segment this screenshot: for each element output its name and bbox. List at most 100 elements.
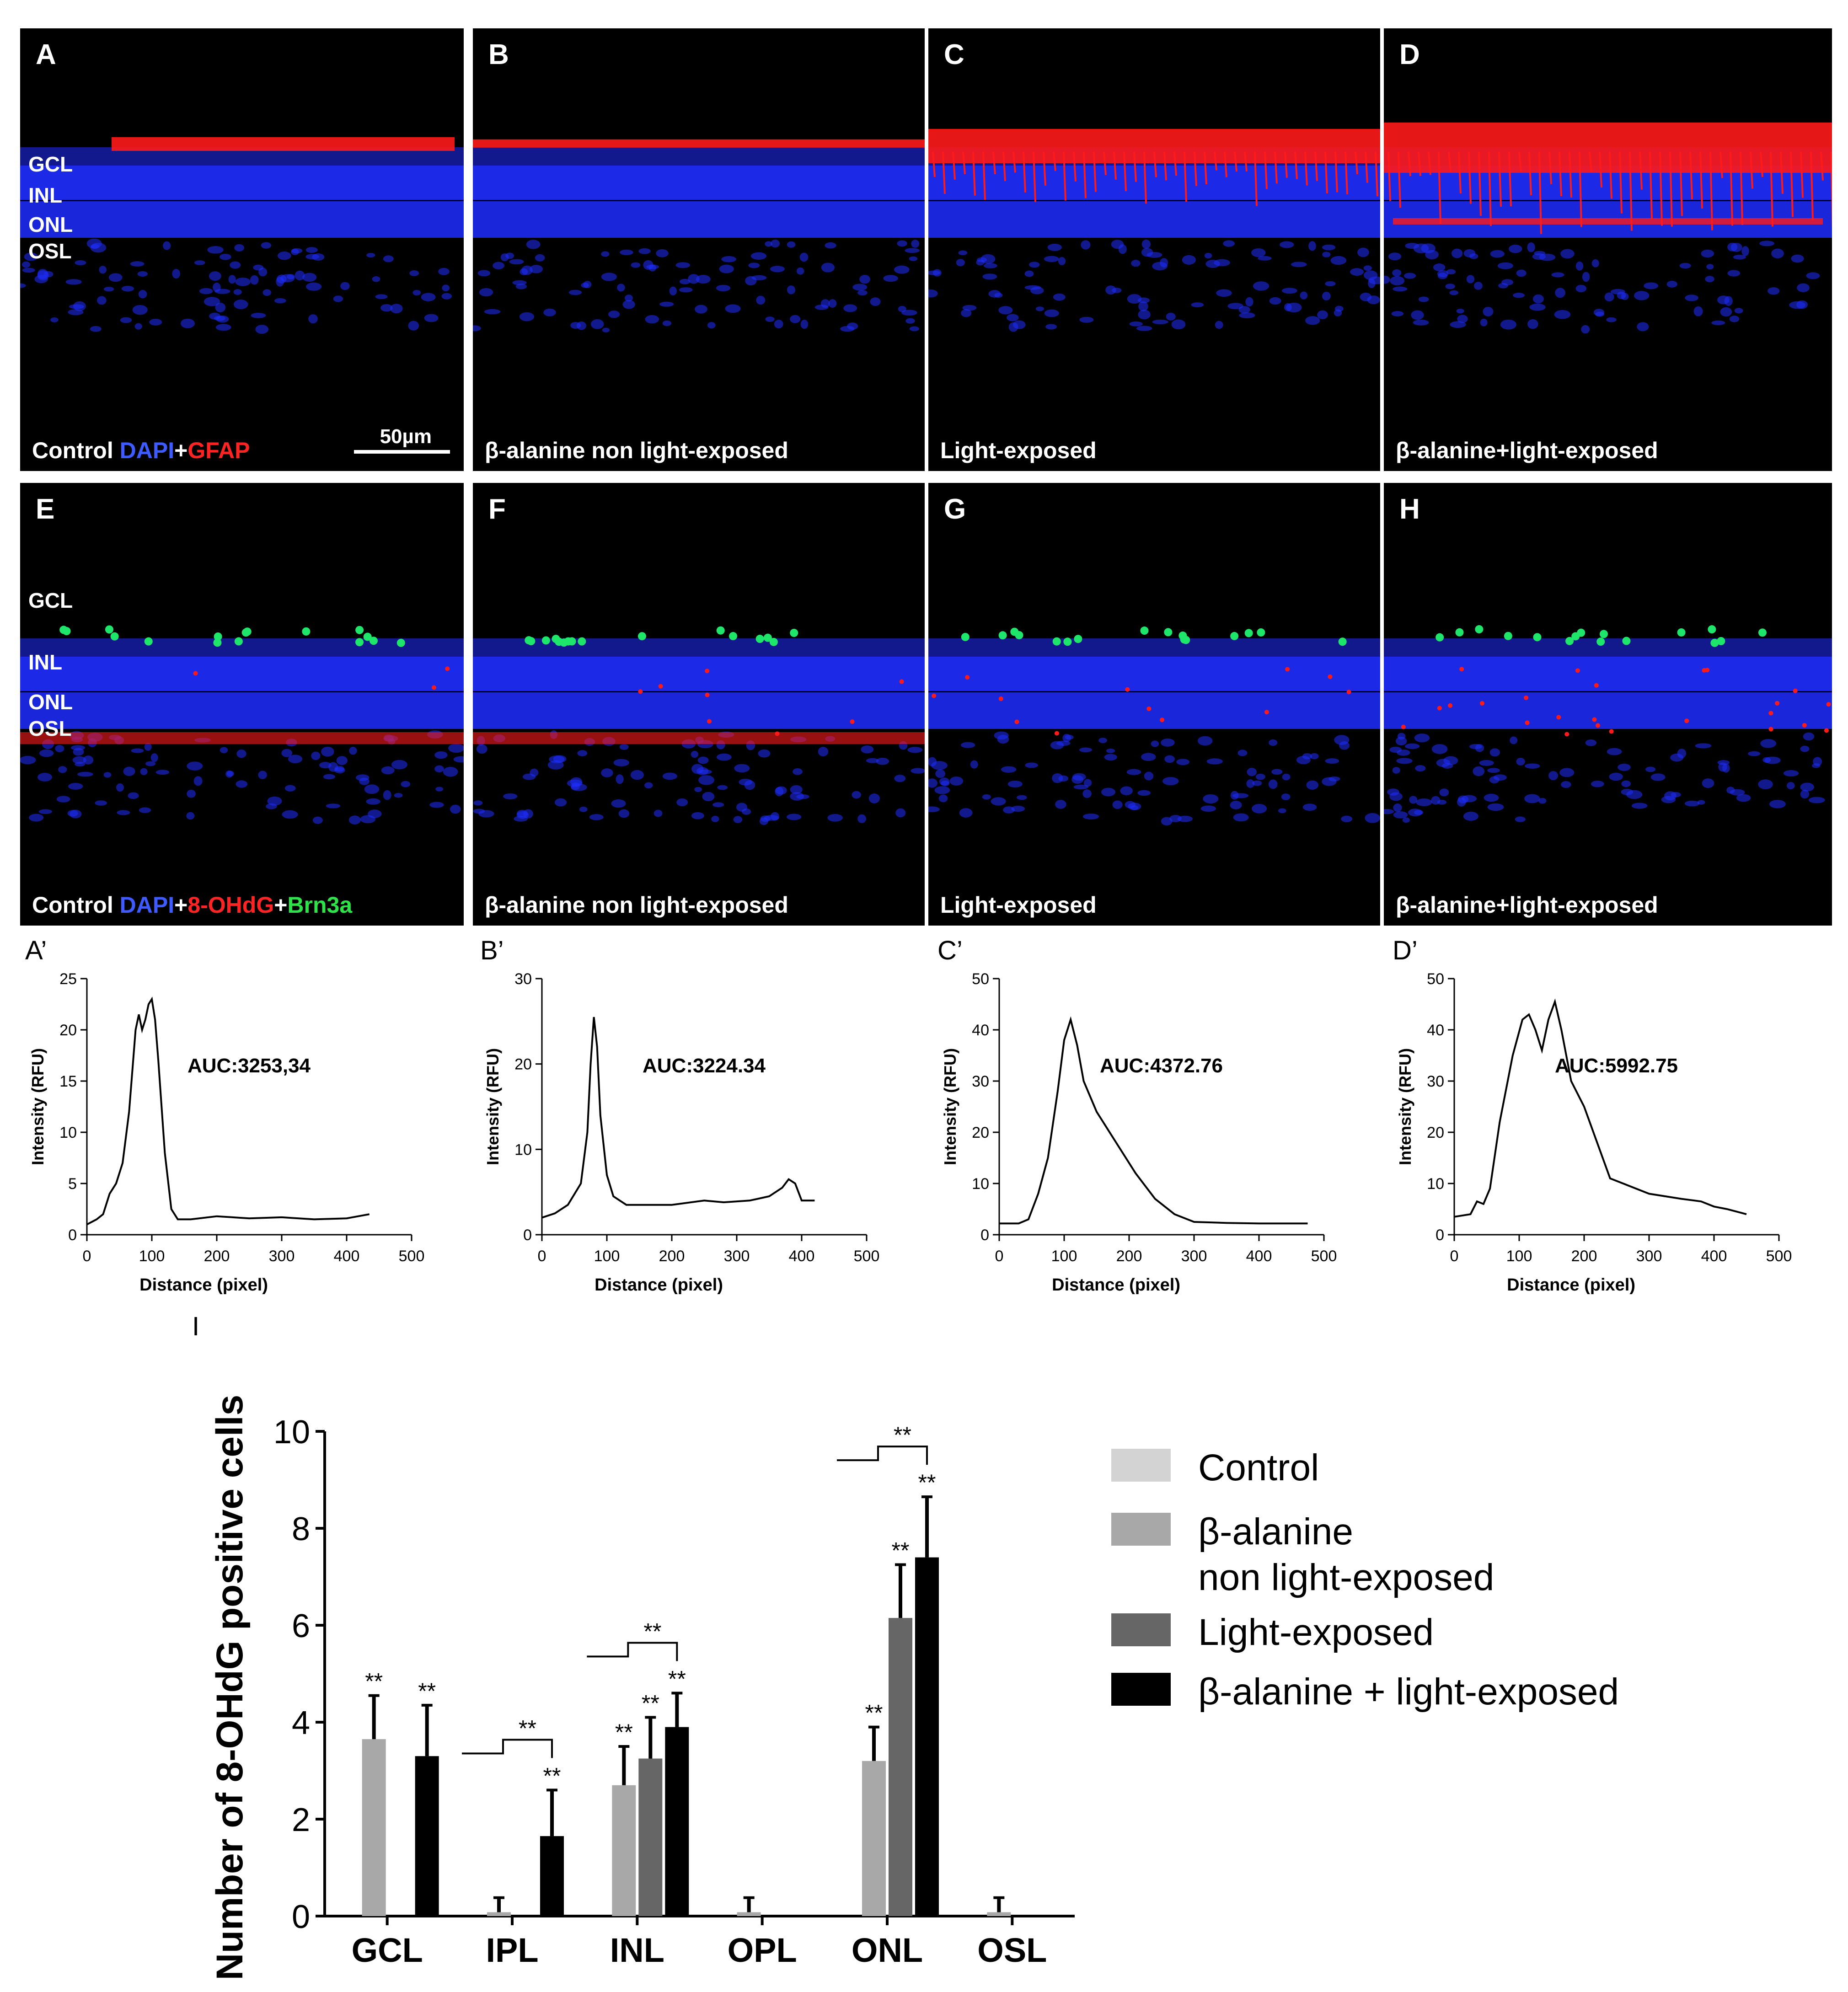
layer-label-gcl: GCL [28, 152, 73, 176]
intensity-line [86, 996, 370, 1226]
x-axis-label: Distance (pixel) [1052, 1275, 1180, 1295]
significance-mark: ** [668, 1666, 686, 1692]
legend-line: β-alanine + light-exposed [1198, 1671, 1619, 1713]
scale-bar [354, 450, 450, 454]
y-tick-label: 15 [59, 1073, 77, 1090]
stain-legend-part: + [174, 438, 188, 463]
panel-label: F [488, 493, 506, 525]
stain-legend-part: Brn3a [287, 892, 353, 918]
group-name: β-alanine non light-exposed [485, 892, 788, 918]
panel-caption: Control DAPI+8-OHdG+Brn3a [32, 892, 352, 918]
profile-panel-label: C’ [937, 936, 963, 965]
layer-label-onl: ONL [28, 213, 73, 236]
profile-plot-3: C’ 0 10 20 30 40 50 0 100 200 300 400 500 AUC:4372.76… [937, 936, 1337, 1295]
bar [612, 1785, 636, 1916]
panel-label: H [1399, 493, 1420, 525]
panel-caption: β-alanine+light-exposed [1396, 892, 1658, 918]
auc-annotation: AUC:4372.76 [1100, 1055, 1223, 1077]
y-tick-label: 30 [972, 1073, 989, 1090]
x-tick-label: 200 [1571, 1248, 1597, 1265]
x-tick-label: 100 [139, 1248, 165, 1265]
auc-annotation: AUC:5992.75 [1555, 1055, 1678, 1077]
stain-legend-part: + [174, 892, 188, 918]
x-tick-label: GCL [352, 1931, 423, 1969]
profile-plot-4: D’ 0 10 20 30 40 50 0 100 200 300 400 500 AUC:5992.75… [1393, 936, 1792, 1295]
y-tick-label: 20 [1427, 1124, 1444, 1141]
x-tick-label: IPL [486, 1931, 538, 1969]
group-name: Light-exposed [940, 438, 1097, 463]
significance-mark: ** [918, 1470, 936, 1495]
y-axis-label: Intensity (RFU) [941, 1048, 959, 1165]
x-tick-label: OPL [728, 1931, 797, 1969]
panel-caption: β-alanine non light-exposed [485, 892, 788, 918]
x-tick-label: INL [610, 1931, 664, 1969]
x-tick-label: 500 [399, 1248, 425, 1265]
y-tick-label: 10 [273, 1414, 310, 1451]
x-tick-label: 100 [1506, 1248, 1532, 1265]
layer-label-osl: OSL [28, 717, 72, 740]
group-name: β-alanine+light-exposed [1396, 438, 1658, 463]
y-tick-label: 6 [292, 1608, 310, 1644]
x-tick-label: 0 [995, 1248, 1004, 1265]
y-tick-label: 50 [1427, 970, 1444, 988]
panel-label: B [488, 39, 509, 70]
profile-plot-2: B’ 0 10 20 30 0 100 200 300 400 500 AUC:3224.34 Dist… [480, 936, 879, 1295]
profile-panel-label: A’ [25, 936, 47, 965]
significance-mark: ** [642, 1690, 659, 1716]
x-tick-label: 0 [1450, 1248, 1459, 1265]
bar [862, 1761, 886, 1916]
x-tick-label: 500 [1766, 1248, 1792, 1265]
y-tick-label: 20 [59, 1022, 77, 1039]
x-tick-label: 400 [334, 1248, 360, 1265]
x-tick-label: 200 [204, 1248, 230, 1265]
x-tick-label: 400 [1701, 1248, 1727, 1265]
group-name: Light-exposed [940, 892, 1097, 918]
significance-bracket [462, 1739, 553, 1758]
legend-line: non light-exposed [1198, 1557, 1494, 1598]
intensity-line [541, 1017, 815, 1219]
panel-label: E [36, 493, 55, 525]
stain-legend-part: 8-OHdG [187, 892, 274, 918]
y-tick-label: 50 [972, 970, 989, 988]
x-tick-label: 0 [83, 1248, 91, 1265]
bar [915, 1557, 939, 1916]
significance-bracket [837, 1446, 928, 1465]
micrograph-panel-g: G Light-exposed [928, 483, 1380, 926]
group-name: β-alanine non light-exposed [485, 438, 788, 463]
significance-mark: ** [543, 1763, 561, 1789]
x-tick-label: 500 [854, 1248, 880, 1265]
legend-line: β-alanine [1198, 1511, 1353, 1553]
panel-caption: β-alanine non light-exposed [485, 437, 788, 464]
x-tick-label: 200 [659, 1248, 685, 1265]
legend-swatch [1111, 1673, 1171, 1706]
bar [638, 1758, 663, 1916]
y-axis-label: Number of 8-OHdG positive cells [209, 1395, 251, 1980]
legend-item: Control [1111, 1445, 1319, 1491]
group-name: Control [32, 892, 113, 918]
x-tick-label: 400 [789, 1248, 815, 1265]
chart-panel-label: I [192, 1317, 199, 1341]
layer-label-osl: OSL [28, 239, 72, 263]
legend-label: Control [1198, 1445, 1319, 1491]
y-tick-label: 30 [514, 970, 532, 988]
retina-image [928, 129, 1380, 332]
layer-label-gcl: GCL [28, 589, 73, 612]
retina-image [473, 626, 925, 825]
panel-caption: Light-exposed [940, 437, 1097, 464]
y-tick-label: 0 [292, 1899, 310, 1935]
legend-label: Light-exposed [1198, 1610, 1434, 1655]
y-tick-label: 20 [514, 1056, 532, 1073]
bar [362, 1739, 386, 1916]
bracket-label: ** [643, 1618, 661, 1644]
panel-label: G [944, 493, 966, 525]
x-tick-label: 300 [724, 1248, 750, 1265]
bar [665, 1727, 689, 1916]
stain-legend-part: GFAP [187, 438, 250, 463]
panel-label: A [36, 39, 56, 70]
scale-bar-label: 50µm [380, 425, 432, 448]
group-name: β-alanine+light-exposed [1396, 892, 1658, 918]
